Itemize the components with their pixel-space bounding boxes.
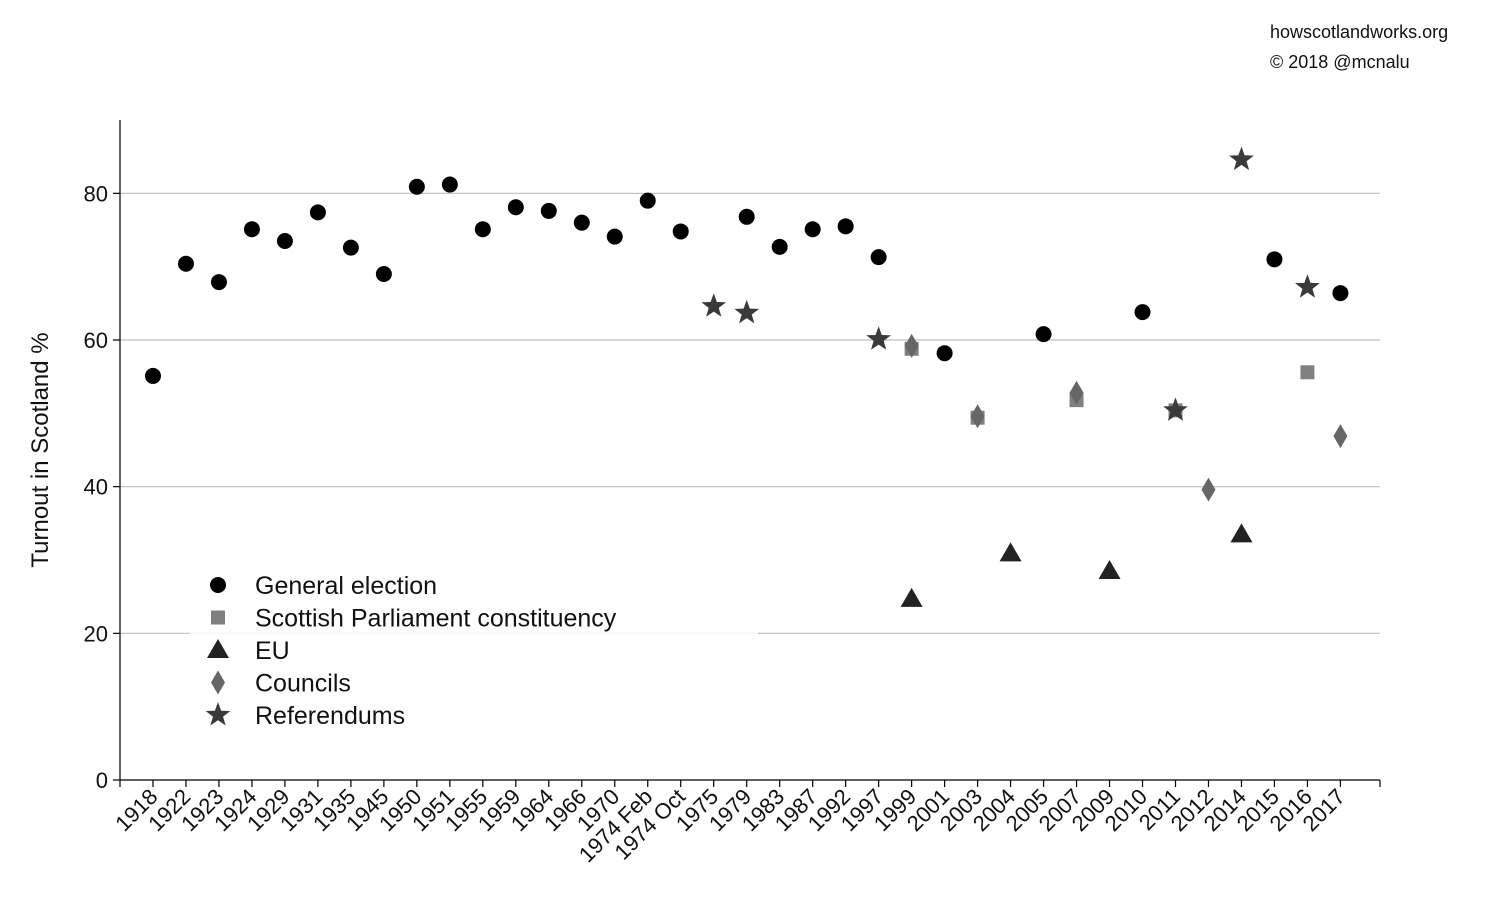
y-tick-label: 60 [84, 328, 108, 353]
x-ticks: 1918192219231924192919311935194519501951… [110, 780, 1381, 867]
y-tick-label: 20 [84, 621, 108, 646]
y-tick-label: 40 [84, 475, 108, 500]
data-point-circle [606, 228, 623, 245]
data-marks [144, 146, 1349, 607]
data-point-circle [342, 239, 359, 256]
legend-label: Councils [255, 670, 351, 698]
data-point-circle [540, 202, 557, 219]
data-point-circle [837, 218, 854, 235]
data-point-star [1163, 397, 1188, 421]
data-point-circle [474, 221, 491, 238]
y-tick-label: 80 [84, 181, 108, 206]
data-point-star [701, 293, 727, 317]
legend-marker-triangle [207, 639, 229, 658]
data-point-circle [573, 214, 590, 231]
y-axis-title: Turnout in Scotland % [27, 332, 54, 567]
data-point-circle [144, 367, 161, 384]
data-point-circle [1134, 304, 1151, 321]
legend-background [190, 566, 758, 732]
data-point-circle [672, 223, 689, 240]
data-point-star [1295, 274, 1320, 298]
legend: General election Scottish Parliament cons… [190, 566, 758, 732]
legend-marker-star [205, 702, 231, 726]
y-tick-label: 0 [96, 768, 108, 793]
data-point-circle [507, 199, 524, 216]
legend-label: Scottish Parliament constituency [255, 605, 617, 633]
data-point-circle [1266, 251, 1283, 268]
data-point-circle [276, 233, 293, 249]
data-point-circle [771, 238, 788, 255]
data-point-diamond [1333, 424, 1348, 449]
data-point-triangle [900, 587, 923, 607]
series-triangle [900, 523, 1253, 607]
legend-label: General election [255, 572, 437, 600]
data-point-circle [936, 345, 953, 362]
data-point-circle [441, 176, 458, 193]
data-point-circle [210, 274, 227, 291]
attribution-copyright: © 2018 @mcnalu [1270, 52, 1410, 72]
data-point-triangle [999, 542, 1022, 562]
data-point-circle [1332, 285, 1349, 302]
data-point-circle [1035, 326, 1052, 343]
data-point-diamond [1201, 477, 1216, 502]
legend-marker-diamond [211, 670, 225, 695]
data-point-circle [408, 178, 425, 195]
data-point-square [1300, 365, 1315, 380]
data-point-circle [375, 266, 392, 282]
data-point-star [734, 299, 760, 324]
data-point-circle [804, 221, 821, 238]
series-star [701, 146, 1320, 421]
legend-label: Referendums [255, 702, 405, 730]
axes [119, 120, 1380, 781]
data-point-star [866, 326, 891, 350]
data-point-circle [870, 249, 887, 266]
series-circle [144, 176, 1349, 384]
data-point-star [1229, 146, 1254, 171]
data-point-diamond [1069, 380, 1084, 405]
data-point-circle [639, 192, 656, 209]
attribution-site: howscotlandworks.org [1270, 22, 1449, 42]
legend-label: EU [255, 637, 290, 665]
series-diamond [904, 333, 1348, 502]
y-ticks: 0 20 40 60 80 [84, 181, 120, 793]
legend-marker-circle [210, 577, 226, 593]
data-point-triangle [1230, 523, 1253, 543]
legend-marker-square [211, 610, 225, 625]
data-point-circle [309, 204, 326, 221]
data-point-circle [177, 255, 194, 272]
data-point-diamond [904, 333, 919, 358]
data-point-diamond [970, 404, 985, 429]
data-point-circle [738, 208, 755, 225]
series-square [904, 341, 1315, 425]
data-point-circle [243, 221, 260, 238]
data-point-triangle [1098, 560, 1121, 579]
